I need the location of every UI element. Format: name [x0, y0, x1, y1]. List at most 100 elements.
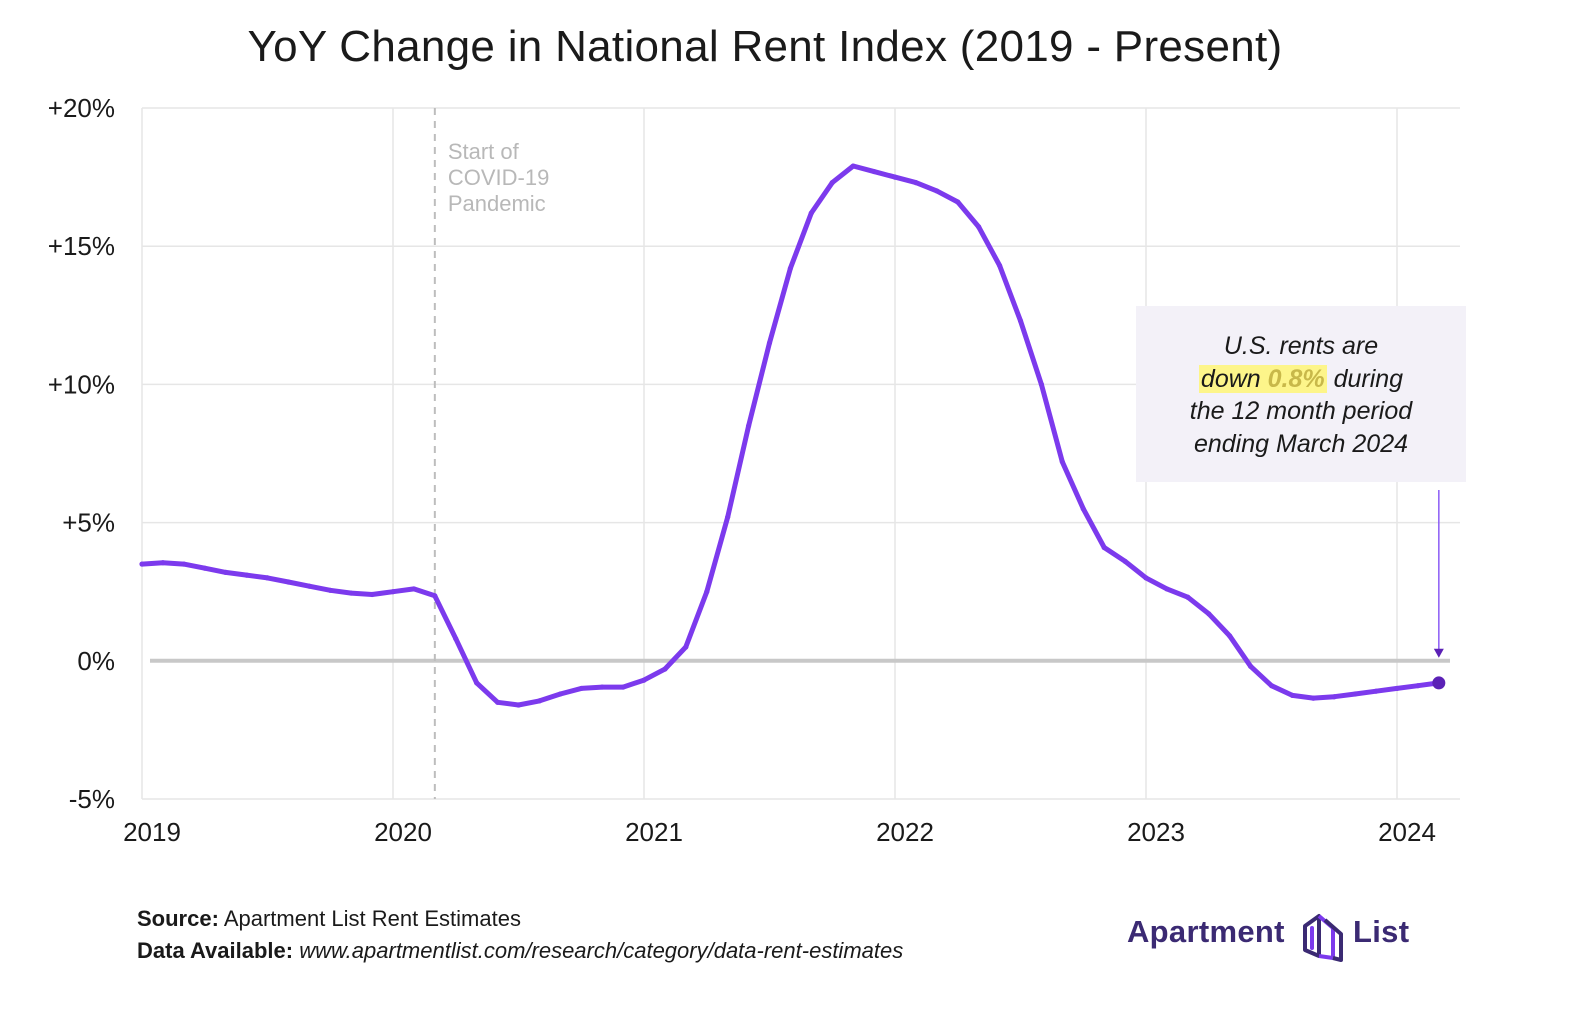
data-point: [369, 591, 375, 598]
data-point: [850, 163, 856, 169]
callout-text: U.S. rents are down 0.8% during the 12 m…: [1136, 330, 1466, 460]
latest-value-marker: [1432, 676, 1446, 690]
data-point: [955, 199, 961, 205]
data-point: [829, 180, 835, 186]
data-point: [1373, 688, 1379, 694]
data-point: [996, 262, 1003, 269]
data-point: [181, 561, 187, 567]
data-point: [725, 514, 731, 520]
callout-line-4: ending March 2024: [1193, 429, 1409, 458]
x-tick-label: 2021: [625, 817, 683, 847]
data-point: [766, 340, 773, 346]
data-point: [976, 224, 982, 230]
data-point: [1101, 544, 1107, 551]
data-point: [515, 702, 522, 708]
footer-source: Source: Apartment List Rent Estimates: [137, 906, 521, 932]
callout-highlight-value: 0.8%: [1267, 364, 1325, 393]
data-point: [1227, 633, 1233, 639]
data-point: [1143, 575, 1149, 581]
data-point: [808, 210, 814, 216]
end-marker: [1432, 490, 1446, 690]
data-available-link[interactable]: www.apartmentlist.com/research/category/…: [293, 938, 904, 963]
data-point: [934, 188, 940, 194]
data-point: [1331, 694, 1337, 700]
data-point: [1080, 506, 1086, 512]
data-point: [578, 685, 584, 692]
x-tick-label: 2023: [1127, 817, 1185, 847]
data-point: [494, 699, 501, 705]
data-point: [557, 691, 563, 697]
x-tick-label: 2020: [374, 817, 432, 847]
source-text: Apartment List Rent Estimates: [218, 906, 521, 931]
data-point: [1415, 683, 1421, 689]
callout-box: [1136, 306, 1466, 482]
data-point: [285, 579, 292, 585]
series: [139, 163, 1442, 708]
data-point: [390, 589, 396, 595]
covid-label-line: Start of: [448, 139, 520, 164]
data-point: [662, 666, 668, 672]
data-point: [871, 168, 877, 175]
covid-label-line: COVID-19: [448, 165, 549, 190]
y-tick-label: +5%: [62, 508, 115, 538]
source-label: Source:: [137, 906, 219, 931]
callout-arrowhead: [1433, 648, 1444, 658]
data-point: [432, 593, 438, 599]
data-point: [1310, 695, 1316, 701]
data-point: [264, 575, 271, 581]
data-point: [327, 587, 333, 593]
data-point: [536, 698, 543, 704]
data-point: [1247, 663, 1254, 669]
data-point: [1059, 459, 1065, 465]
data-point: [1268, 683, 1275, 689]
y-tick-label: +10%: [48, 369, 115, 399]
data-point: [243, 572, 250, 578]
callout-line-1: U.S. rents are: [1223, 332, 1379, 360]
data-point: [1394, 685, 1400, 692]
data-point: [1122, 558, 1128, 564]
data-point: [1164, 586, 1170, 592]
data-point: [223, 569, 229, 575]
x-tick-label: 2022: [876, 817, 934, 847]
data-point: [202, 565, 208, 571]
data-point: [1352, 691, 1358, 697]
callout-highlight: down 0.8%: [1198, 364, 1327, 393]
data-point: [474, 680, 480, 686]
data-available-label: Data Available:: [137, 938, 294, 963]
data-point: [620, 684, 626, 690]
data-point: [913, 180, 919, 186]
chart-title: YoY Change in National Rent Index (2019 …: [247, 22, 1283, 71]
logo-word-apartment: Apartment: [1127, 914, 1285, 949]
data-point: [1017, 318, 1024, 324]
data-point: [892, 174, 898, 180]
data-point: [641, 677, 647, 683]
footer-data-available: Data Available: www.apartmentlist.com/re…: [137, 938, 903, 964]
y-tick-label: 0%: [77, 646, 115, 676]
data-point: [306, 583, 312, 589]
y-tick-label: -5%: [69, 784, 115, 814]
x-tick-label: 2019: [123, 817, 181, 847]
data-point: [745, 423, 752, 429]
data-point: [1289, 692, 1296, 698]
y-tick-label: +20%: [48, 93, 115, 123]
data-point: [348, 590, 354, 596]
apartment-list-logo-icon: [1303, 914, 1343, 962]
axes: +20% +15% +10% +5% 0% -5% 2019 2020 2021 2022 2023…: [48, 93, 1436, 847]
callout-highlight-prefix: down: [1200, 364, 1268, 393]
data-point: [1038, 381, 1045, 387]
data-point: [599, 684, 605, 690]
data-point: [160, 560, 166, 566]
callout-line-3: the 12 month period: [1189, 397, 1413, 425]
data-point: [704, 589, 710, 595]
data-point: [453, 636, 459, 642]
x-tick-label: 2024: [1378, 817, 1436, 847]
callout-line-2-suffix: during: [1326, 364, 1404, 393]
data-point: [787, 265, 794, 271]
covid-label-line: Pandemic: [448, 191, 546, 216]
y-tick-label: +15%: [48, 231, 115, 261]
data-point: [1185, 594, 1191, 600]
data-point: [139, 561, 145, 567]
data-point: [1206, 611, 1212, 617]
data-point: [683, 644, 689, 650]
